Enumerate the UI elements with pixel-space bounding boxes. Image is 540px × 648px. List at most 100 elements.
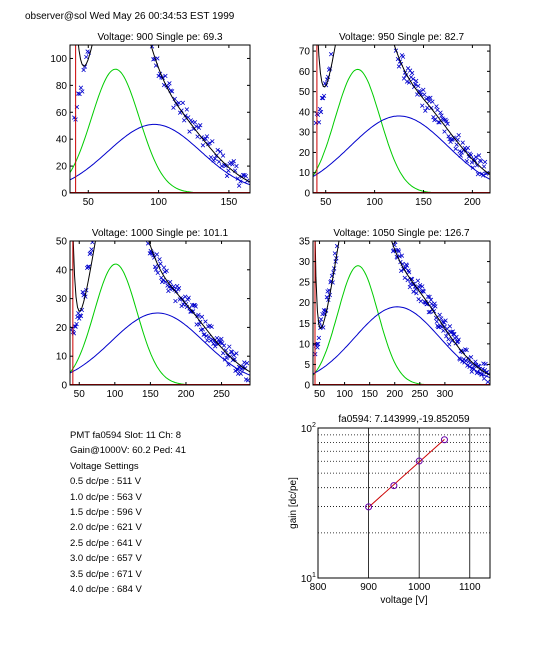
data-point (220, 153, 226, 158)
x-tick-label: 150 (142, 389, 159, 400)
y-tick-label: 0 (304, 189, 310, 200)
data-point (158, 261, 163, 266)
data-point (227, 344, 232, 349)
gain-point (440, 436, 448, 444)
data-point (194, 124, 199, 129)
data-point (422, 92, 427, 97)
data-point (154, 252, 160, 257)
voltage-setting: 2.0 dc/pe : 621 V (70, 522, 142, 534)
data-point (385, 14, 389, 18)
data-point (436, 120, 441, 125)
data-point (433, 304, 438, 309)
data-point (423, 108, 428, 113)
y-tick-exponent: 1 (312, 572, 316, 579)
data-point (160, 277, 166, 283)
data-point (219, 163, 224, 169)
data-point (453, 146, 458, 151)
x-tick-label: 100 (366, 197, 383, 208)
data-point (410, 76, 416, 82)
data-point (441, 320, 447, 325)
chart-title: fa0594: 7.143999,-19.852059 (338, 414, 470, 425)
voltage-setting: 3.5 dc/pe : 671 V (70, 568, 142, 580)
y-tick-label: 50 (299, 87, 311, 98)
data-point (139, 220, 143, 224)
page-header: observer@sol Wed May 26 00:34:53 EST 199… (25, 11, 235, 22)
gain-point (415, 457, 423, 465)
background-curve (313, 306, 490, 379)
data-point (332, 36, 336, 40)
data-point (215, 147, 220, 153)
data-point (412, 82, 418, 87)
x-tick-label: 150 (361, 389, 378, 400)
x-axis-label: voltage [V] (380, 595, 427, 606)
y-tick-label: 35 (299, 237, 311, 248)
data-point (80, 289, 85, 295)
data-point (76, 91, 81, 96)
data-point (444, 334, 449, 339)
data-point (382, 7, 386, 11)
data-point (224, 173, 230, 179)
data-point (226, 168, 231, 173)
single-pe-curve (313, 265, 490, 385)
y-tick-label: 10 (56, 352, 68, 363)
data-point (94, 17, 98, 21)
data-point (476, 153, 482, 158)
gain-point (365, 503, 373, 511)
data-point (190, 309, 196, 314)
chart-title: Voltage: 1050 Single pe: 126.7 (333, 228, 470, 239)
data-point (340, 223, 344, 227)
gain-line: Gain@1000V: 60.2 Ped: 41 (70, 445, 186, 457)
single-pe-curve (313, 68, 490, 193)
data-point (206, 334, 212, 339)
data-point (447, 342, 452, 347)
y-tick-label: 15 (299, 319, 311, 330)
data-point (142, 217, 146, 221)
data-point (439, 113, 444, 118)
data-point (171, 105, 176, 110)
data-point (456, 132, 461, 138)
data-point (420, 284, 425, 289)
data-point (385, 217, 389, 221)
data-point (92, 23, 96, 27)
data-point (98, 208, 102, 212)
data-point (225, 353, 230, 358)
data-point (434, 104, 439, 109)
data-point (200, 143, 206, 148)
histogram-chart: 50 100 150 0 20 40 60 80 100 Voltage: 900 Single … (50, 0, 251, 208)
data-point (198, 123, 203, 128)
data-point (428, 297, 434, 303)
data-point (142, 9, 146, 13)
data-point (478, 159, 484, 164)
data-point (136, 206, 140, 210)
plot-frame (312, 240, 491, 386)
data-point (78, 313, 84, 319)
y-tick-label: 30 (56, 294, 68, 305)
data-point (219, 336, 224, 342)
data-point (138, 6, 142, 10)
data-point (385, 217, 389, 221)
x-tick-label: 1000 (408, 582, 431, 593)
data-point (465, 145, 471, 151)
data-point (418, 298, 423, 304)
data-point (203, 319, 208, 324)
data-point (485, 379, 490, 385)
data-point (402, 275, 407, 281)
data-point (400, 54, 406, 59)
data-point (172, 96, 177, 102)
chart-title: Voltage: 950 Single pe: 82.7 (339, 32, 465, 43)
y-tick-label: 100 (50, 54, 67, 65)
data-point (155, 270, 160, 276)
data-point (430, 99, 435, 104)
data-point (143, 217, 147, 221)
y-tick-exponent: 2 (312, 422, 316, 429)
data-point (164, 268, 169, 274)
data-point (321, 93, 327, 99)
data-point (153, 267, 159, 272)
y-tick-label: 20 (299, 298, 311, 309)
x-tick-label: 100 (106, 389, 123, 400)
data-point (95, 0, 99, 1)
y-tick-label: 70 (299, 47, 311, 58)
data-point (447, 324, 453, 329)
data-point (234, 351, 239, 356)
data-point (216, 159, 222, 164)
